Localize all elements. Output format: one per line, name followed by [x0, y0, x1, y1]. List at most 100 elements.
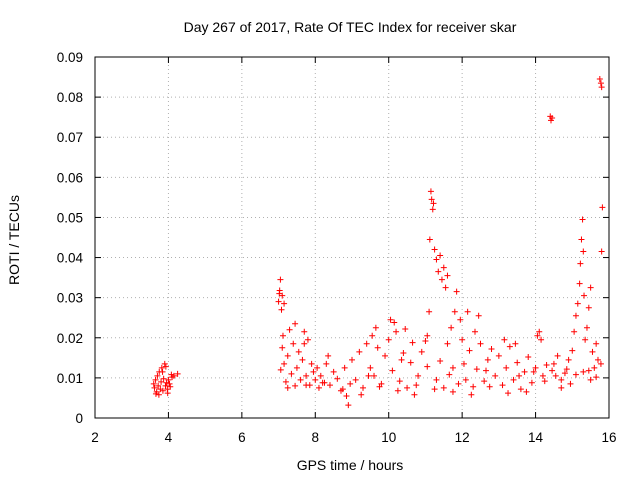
data-point: [433, 376, 440, 383]
data-point: [580, 368, 587, 375]
data-point: [437, 358, 444, 365]
data-point: [581, 292, 588, 299]
data-point: [407, 359, 414, 366]
data-point: [516, 372, 523, 379]
data-point: [475, 312, 482, 319]
y-axis-title: ROTI / TECUs: [6, 195, 22, 285]
data-point: [579, 216, 586, 223]
data-point: [413, 382, 420, 389]
data-point: [374, 344, 381, 351]
axis-ticks: [94, 56, 610, 419]
data-point: [330, 368, 337, 375]
x-tick-label: 12: [455, 430, 470, 445]
data-point: [455, 380, 462, 387]
data-point: [352, 376, 359, 383]
data-point: [347, 380, 354, 387]
y-tick-label: 0.03: [57, 291, 83, 306]
data-point: [585, 304, 592, 311]
data-point: [422, 337, 429, 344]
data-point: [303, 382, 310, 389]
data-point: [486, 383, 493, 390]
data-point: [481, 378, 488, 385]
data-point: [164, 390, 171, 397]
data-point: [290, 340, 297, 347]
data-point: [505, 390, 512, 397]
data-point: [159, 387, 166, 394]
data-point: [433, 256, 440, 263]
data-point: [569, 347, 576, 354]
data-point: [523, 388, 530, 395]
data-point: [528, 379, 535, 386]
data-point: [558, 376, 565, 383]
data-point: [567, 380, 574, 387]
data-point: [593, 374, 600, 381]
data-point: [326, 382, 333, 389]
data-point: [587, 284, 594, 291]
data-point: [550, 360, 557, 367]
data-point: [281, 300, 288, 307]
data-point: [430, 200, 437, 207]
data-point: [400, 350, 407, 357]
data-point: [341, 364, 348, 371]
data-point: [440, 384, 447, 391]
data-point: [276, 287, 283, 294]
x-tick-label: 2: [91, 430, 99, 445]
x-tick-label: 4: [165, 430, 173, 445]
data-point: [549, 367, 556, 374]
data-point: [155, 382, 162, 389]
data-point: [460, 360, 467, 367]
x-tick-label: 14: [528, 430, 544, 445]
data-point: [286, 326, 293, 333]
data-point: [596, 76, 603, 83]
data-point: [396, 378, 403, 385]
y-tick-label: 0.04: [57, 251, 84, 266]
data-point: [580, 248, 587, 255]
data-point: [468, 391, 475, 398]
data-point: [571, 328, 578, 335]
data-point: [158, 378, 165, 385]
data-point: [301, 328, 308, 335]
data-point: [585, 367, 592, 374]
data-point: [284, 352, 291, 359]
data-point: [466, 347, 473, 354]
data-point: [574, 300, 581, 307]
data-point: [484, 356, 491, 363]
data-point: [459, 336, 466, 343]
data-point: [166, 380, 173, 387]
data-point: [299, 356, 306, 363]
data-point: [578, 236, 585, 243]
data-point: [385, 336, 392, 343]
data-point: [152, 390, 159, 397]
data-point: [323, 360, 330, 367]
data-point: [391, 319, 398, 326]
data-point: [282, 378, 289, 385]
data-point: [591, 364, 598, 371]
data-point: [363, 340, 370, 347]
data-point: [345, 402, 352, 409]
data-point: [462, 376, 469, 383]
data-point: [151, 384, 158, 391]
data-point: [409, 339, 416, 346]
data-point: [506, 343, 513, 350]
data-point: [444, 272, 451, 279]
data-point: [427, 188, 434, 195]
data-point: [457, 316, 464, 323]
data-point: [437, 252, 444, 259]
data-point: [321, 379, 328, 386]
data-point: [532, 364, 539, 371]
data-point: [158, 364, 165, 371]
data-point: [165, 376, 172, 383]
data-point: [435, 268, 442, 275]
y-tick-label: 0.02: [57, 331, 83, 346]
y-tick-label: 0.06: [57, 170, 83, 185]
data-point: [292, 382, 299, 389]
data-point: [343, 392, 350, 399]
data-point: [534, 332, 541, 339]
x-tick-label: 16: [601, 430, 616, 445]
data-point: [292, 320, 299, 327]
grid-lines: [95, 57, 609, 418]
y-tick-label: 0: [75, 411, 83, 426]
data-point: [598, 84, 605, 91]
y-tick-label: 0.05: [57, 210, 83, 225]
